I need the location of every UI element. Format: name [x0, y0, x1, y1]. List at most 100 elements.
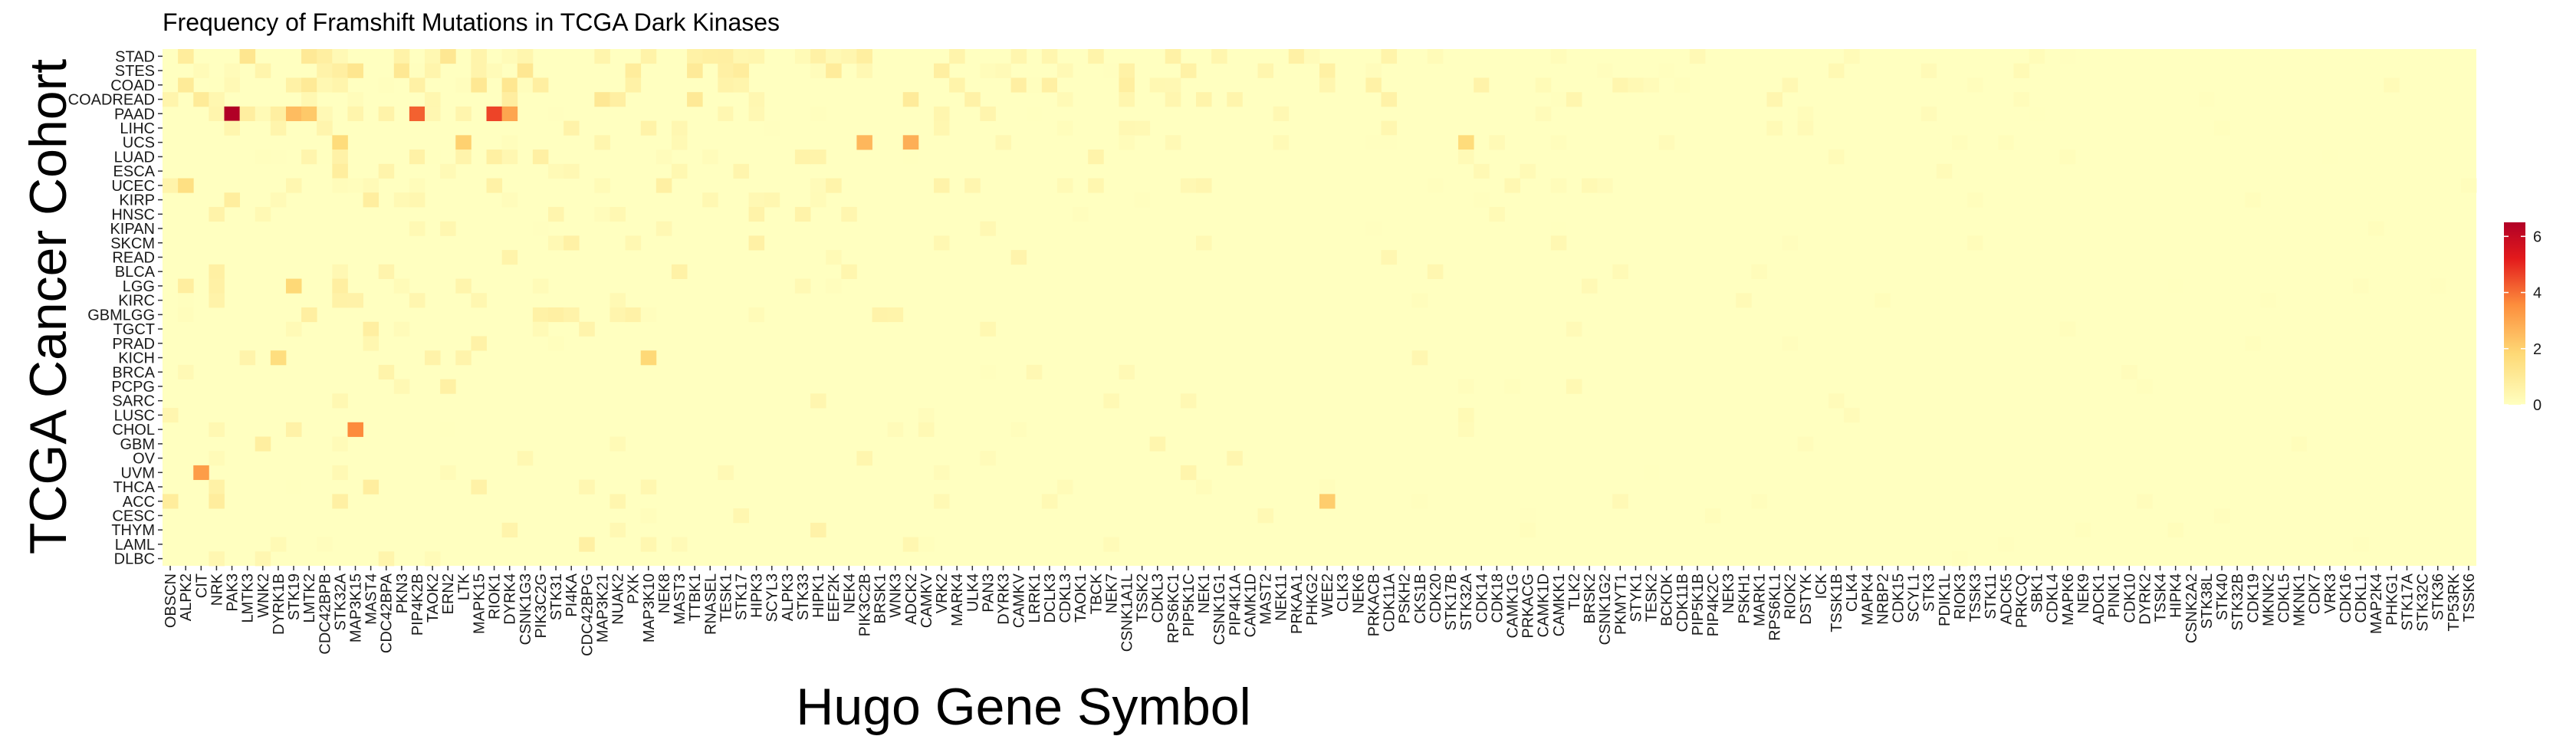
heat-cell	[2260, 293, 2276, 308]
heat-cell	[1951, 135, 1968, 150]
heat-cell	[1782, 336, 1799, 351]
heat-cell	[1582, 278, 1598, 294]
x-tick-label: NEK9	[2075, 573, 2092, 613]
heat-cell	[548, 235, 564, 251]
heat-cell	[671, 537, 688, 552]
y-tick-label: LAML	[115, 537, 155, 554]
heat-cell	[1026, 364, 1043, 380]
heat-cell	[1458, 135, 1474, 150]
x-tick-label: LMTK2	[301, 573, 318, 623]
heat-cell	[1041, 494, 1058, 509]
x-tick-label: CAMKK1	[1551, 573, 1568, 636]
y-tick-label: THYM	[111, 522, 155, 539]
heat-cell	[1180, 178, 1197, 193]
x-tick-label: PRKACG	[1520, 573, 1537, 638]
heat-cell	[178, 178, 194, 193]
heat-cell	[425, 92, 441, 107]
heat-cell	[794, 49, 811, 64]
heat-cell	[317, 106, 333, 122]
x-tick-label: CDC42BPA	[379, 573, 396, 653]
heat-cell	[393, 63, 410, 78]
heat-cell	[733, 77, 749, 93]
heat-cell	[826, 278, 842, 294]
heat-cell	[393, 321, 410, 337]
y-tick-label: BLCA	[115, 264, 156, 281]
heat-cell	[841, 264, 857, 279]
heat-cell	[409, 221, 426, 236]
heat-cell	[995, 135, 1011, 150]
heat-cell	[178, 307, 194, 323]
heat-cell	[610, 92, 626, 107]
heat-cell	[1381, 120, 1397, 136]
heat-cell	[2321, 150, 2338, 165]
y-tick-label: BRCA	[112, 364, 155, 381]
heat-cell	[1165, 92, 1181, 107]
heat-cell	[532, 278, 549, 294]
heat-cell	[1365, 221, 1382, 236]
heat-cell	[594, 49, 610, 64]
heat-cell	[301, 150, 317, 165]
heat-cell	[501, 49, 518, 64]
x-tick-label: OBSCN	[163, 573, 179, 628]
x-tick-label: ALPK3	[780, 573, 797, 621]
colorbar-legend: 0 2 4 6	[2504, 222, 2542, 414]
y-tick-label: LUSC	[114, 407, 155, 424]
heat-cell	[980, 321, 996, 337]
y-tick-label: UCEC	[111, 178, 155, 195]
x-tick-label: CAMK1D	[1243, 573, 1260, 637]
heat-cell	[1073, 206, 1089, 222]
heat-cell	[1365, 77, 1382, 93]
heat-cell	[671, 120, 688, 136]
heat-cell	[501, 135, 518, 150]
heat-cell	[471, 293, 487, 308]
x-tick-label: NRBP2	[1875, 573, 1891, 625]
heat-cell	[1674, 77, 1691, 93]
heat-cell	[332, 163, 348, 179]
x-tick-label: WNK2	[255, 573, 272, 618]
x-tick-label: PKMYT1	[1612, 573, 1629, 635]
heat-cell	[2291, 436, 2308, 452]
heat-cell	[2152, 63, 2168, 78]
heat-cell	[178, 364, 194, 380]
x-tick-label: ADCK1	[2091, 573, 2108, 625]
heat-cell	[347, 92, 363, 107]
x-tick-label: PINK1	[2106, 573, 2123, 618]
x-tick-label: CDK10	[2121, 573, 2138, 623]
heat-cell	[363, 321, 380, 337]
y-tick-label: STAD	[115, 48, 155, 65]
heat-cell	[2213, 120, 2230, 136]
heat-cell	[810, 522, 826, 537]
heat-cell	[1319, 479, 1336, 495]
x-tick-label: STK32A	[1458, 573, 1475, 630]
x-tick-label: HIPK1	[810, 573, 827, 618]
heat-cell	[332, 436, 348, 452]
heat-cell	[1782, 235, 1799, 251]
x-tick-label: STK19	[286, 573, 303, 620]
x-tick-label: TTBK1	[687, 573, 704, 621]
x-tick-label: PSKH1	[1736, 573, 1753, 624]
x-tick-label: ADCK5	[1998, 573, 2015, 625]
x-tick-label: MARK4	[949, 573, 966, 626]
heat-cell	[1227, 92, 1243, 107]
heat-cell	[1658, 135, 1675, 150]
heat-cell	[841, 206, 857, 222]
heat-cell	[455, 350, 472, 366]
heat-cell	[1365, 135, 1382, 150]
heat-cell	[548, 336, 564, 351]
heat-cell	[239, 106, 256, 122]
x-tick-label: RIOK2	[1783, 573, 1799, 619]
x-tick-label: WNK3	[888, 573, 905, 618]
x-tick-label: ULK4	[964, 573, 981, 612]
heat-cell	[471, 336, 487, 351]
heat-cell	[1119, 120, 1135, 136]
heat-cell	[425, 350, 441, 366]
x-tick-label: CDK18	[1489, 573, 1506, 623]
heat-cell	[1427, 178, 1444, 193]
heat-cell	[317, 150, 333, 165]
x-tick-label: CDK11A	[1382, 573, 1398, 632]
heat-cell	[2167, 522, 2184, 537]
x-tick-label: CSNK1G1	[1211, 573, 1228, 645]
heat-cell	[1967, 77, 1983, 93]
heat-cell	[718, 77, 734, 93]
heat-cell	[1998, 135, 2014, 150]
